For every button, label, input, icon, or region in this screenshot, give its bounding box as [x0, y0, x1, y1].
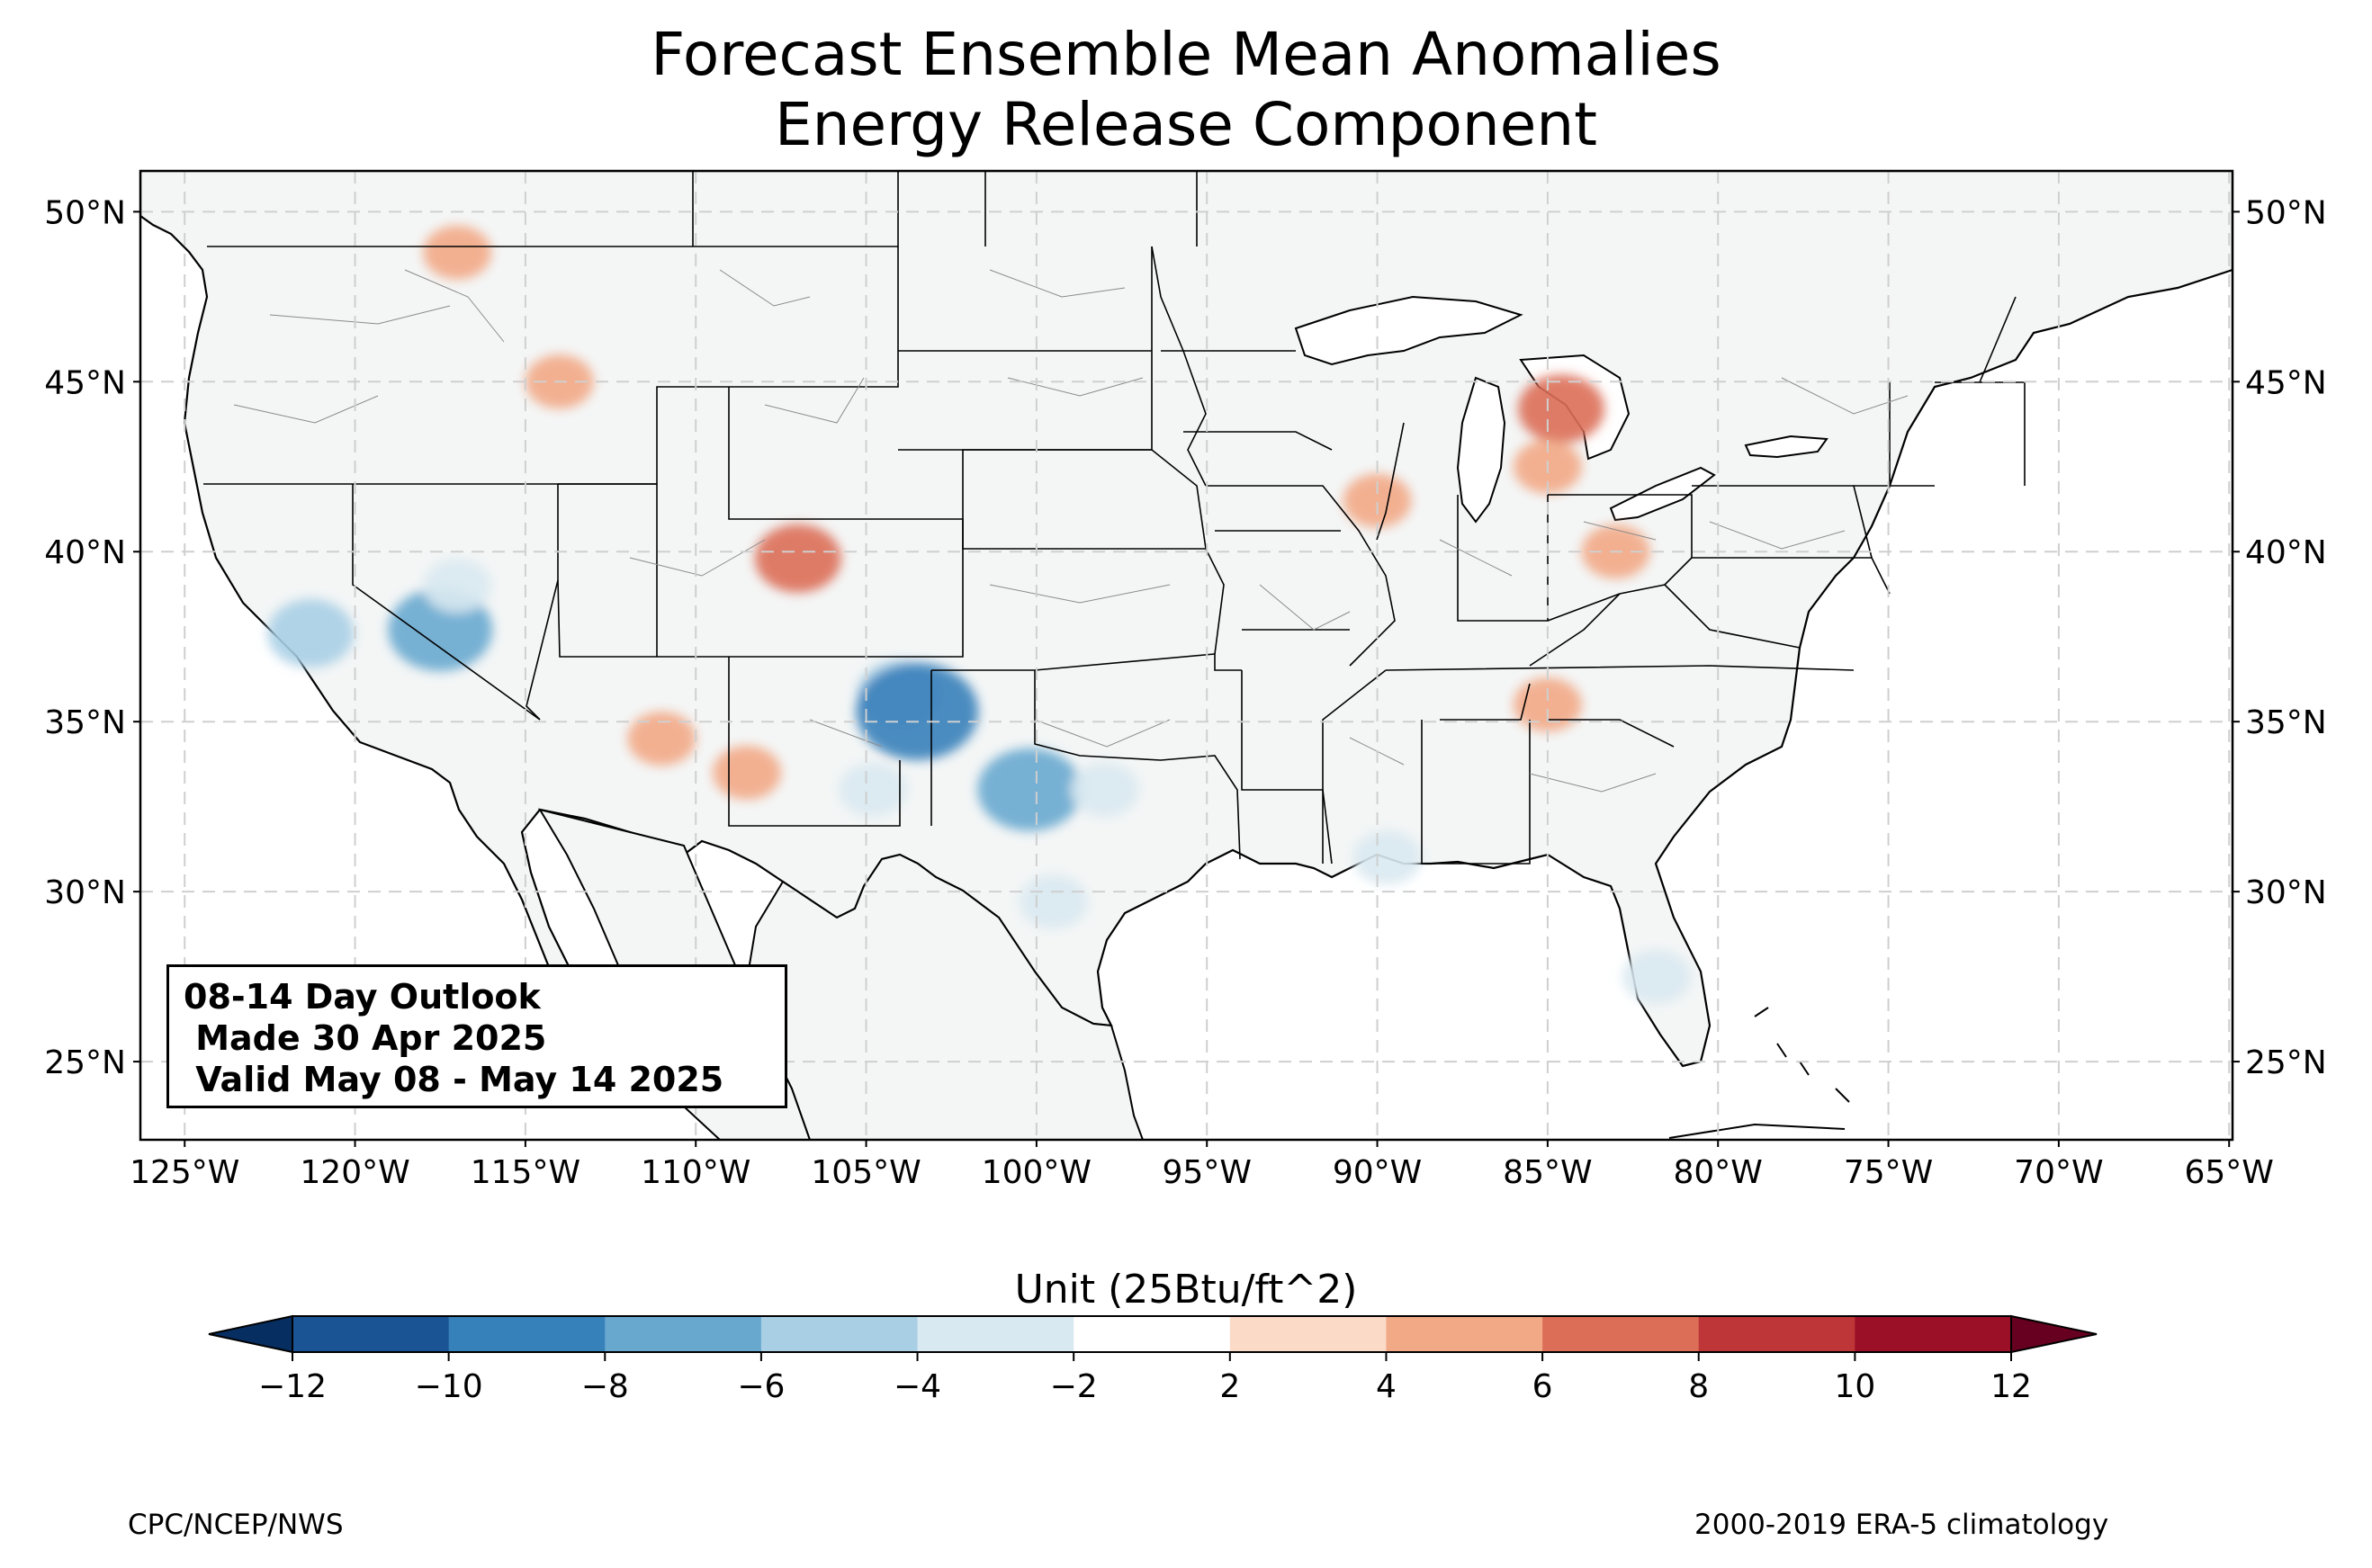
lat-tick-label-left: 35°N — [44, 704, 126, 741]
lon-tick-label: 85°W — [1503, 1154, 1592, 1191]
colorbar-extend-low — [208, 1314, 293, 1354]
lat-tick-label-right: 45°N — [2245, 364, 2327, 401]
footer-source: CPC/NCEP/NWS — [128, 1509, 344, 1541]
lake-superior — [1294, 295, 1523, 366]
anomaly-patch — [423, 559, 492, 614]
colorbar-tick-label: −4 — [894, 1368, 941, 1405]
colorbar-tick-label: 10 — [1834, 1368, 1875, 1405]
colorbar-tick-label: −6 — [737, 1368, 785, 1405]
bahamas-islands — [1668, 1007, 1850, 1139]
lon-tick-label: 125°W — [130, 1154, 239, 1191]
anomaly-patch — [1513, 677, 1582, 732]
lat-tick-label-right: 25°N — [2245, 1044, 2327, 1081]
colorbar-tick-label: 12 — [1990, 1368, 2032, 1405]
outlook-period: 08-14 Day Outlook — [184, 977, 541, 1017]
lon-tick-label: 105°W — [811, 1154, 921, 1191]
lake-michigan — [1456, 376, 1506, 524]
anomaly-patch — [1622, 949, 1692, 1004]
lake-ontario — [1744, 435, 1828, 459]
lon-tick-label: 65°W — [2185, 1154, 2274, 1191]
axis-tick-labels: 50°N 50°N 45°N 45°N 40°N 40°N 35°N 35°N 30°N 30°N… — [44, 194, 2327, 1191]
lat-tick-label-left: 50°N — [44, 194, 126, 231]
colorbar-tick-label: 6 — [1532, 1368, 1553, 1405]
colorbar-swatch — [1698, 1316, 1855, 1352]
anomaly-patch — [1070, 762, 1139, 817]
anomaly-patch — [977, 748, 1083, 831]
colorbar-tick-label: −10 — [415, 1368, 483, 1405]
colorbar: −12 −10 −8 −6 −4 −2 2 4 6 8 10 12 — [208, 1314, 2098, 1405]
lon-tick-label: 120°W — [300, 1154, 409, 1191]
chart-title-line1: Forecast Ensemble Mean Anomalies — [651, 20, 1721, 89]
lon-tick-label: 80°W — [1674, 1154, 1763, 1191]
colorbar-swatch — [1542, 1316, 1700, 1352]
anomaly-patch — [1343, 473, 1412, 528]
outlook-info-box: 08-14 Day Outlook Made 30 Apr 2025 Valid… — [166, 964, 787, 1108]
anomaly-patch — [1518, 374, 1605, 444]
colorbar-swatch — [1074, 1316, 1231, 1352]
anomaly-patch — [267, 598, 355, 668]
colorbar-swatch — [760, 1316, 919, 1352]
colorbar-swatch — [1855, 1316, 2012, 1352]
anomaly-patch — [754, 524, 841, 593]
lat-tick-label-left: 45°N — [44, 364, 126, 401]
anomaly-patch — [713, 745, 782, 800]
state-boundaries — [203, 171, 2026, 865]
colorbar-outline — [292, 1315, 2012, 1353]
colorbar-swatch — [448, 1316, 606, 1352]
colorbar-swatch — [917, 1316, 1074, 1352]
footer-climatology: 2000-2019 ERA-5 climatology — [1694, 1509, 2109, 1541]
lat-tick-label-right: 35°N — [2245, 704, 2327, 741]
lat-tick-label-left: 25°N — [44, 1044, 126, 1081]
anomaly-layer — [267, 225, 1692, 1004]
made-date: Made 30 Apr 2025 — [184, 1018, 547, 1058]
chart-title-line2: Energy Release Component — [774, 90, 1598, 159]
anomaly-patch — [627, 712, 696, 766]
colorbar-label: Unit (25Btu/ft^2) — [1014, 1267, 1358, 1313]
lon-tick-label: 90°W — [1333, 1154, 1422, 1191]
lon-tick-label: 75°W — [1844, 1154, 1933, 1191]
lat-tick-label-right: 50°N — [2245, 194, 2327, 231]
colorbar-tick-label: −8 — [581, 1368, 629, 1405]
lon-tick-label: 115°W — [471, 1154, 580, 1191]
colorbar-tick-label: 8 — [1688, 1368, 1709, 1405]
colorbar-extend-high — [2010, 1314, 2098, 1354]
lon-tick-label: 100°W — [982, 1154, 1092, 1191]
lon-tick-label: 95°W — [1163, 1154, 1252, 1191]
anomaly-patch — [1352, 830, 1422, 885]
colorbar-tick-label: 4 — [1376, 1368, 1397, 1405]
lon-tick-label: 70°W — [2014, 1154, 2103, 1191]
colorbar-swatch — [1386, 1316, 1543, 1352]
colorbar-swatch — [605, 1316, 762, 1352]
lat-tick-label-right: 30°N — [2245, 874, 2327, 911]
anomaly-patch — [839, 762, 908, 817]
lon-tick-label: 110°W — [641, 1154, 750, 1191]
mexico-mainland — [745, 853, 1145, 1140]
anomaly-patch — [856, 662, 979, 760]
anomaly-patch — [423, 225, 492, 280]
map-frame — [139, 169, 2234, 1142]
anomaly-patch — [1019, 874, 1088, 929]
lat-tick-label-left: 30°N — [44, 874, 126, 911]
lat-tick-label-right: 40°N — [2245, 534, 2327, 571]
valid-dates: Valid May 08 - May 14 2025 — [184, 1060, 724, 1099]
lake-erie — [1609, 466, 1716, 522]
lat-tick-label-left: 40°N — [44, 534, 126, 571]
colorbar-swatch — [1229, 1316, 1387, 1352]
colorbar-tick-label: −12 — [258, 1368, 327, 1405]
colorbar-swatch — [292, 1316, 450, 1352]
colorbar-tick-label: −2 — [1050, 1368, 1098, 1405]
colorbar-tick-label: 2 — [1219, 1368, 1240, 1405]
